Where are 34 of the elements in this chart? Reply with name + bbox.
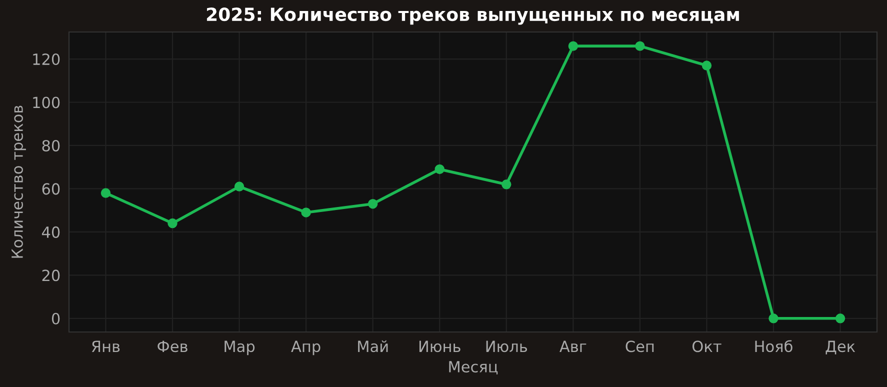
- chart-title: 2025: Количество треков выпущенных по месяцам: [206, 7, 739, 25]
- point: [635, 41, 645, 51]
- x-tick-label: Нояб: [755, 340, 792, 352]
- point: [502, 180, 512, 190]
- y-axis-title: Количество треков: [12, 106, 26, 258]
- x-tick-label: Июнь: [419, 340, 460, 352]
- x-tick-label: Дек: [826, 340, 856, 354]
- point: [168, 218, 178, 228]
- x-tick-label: Апр: [291, 340, 320, 356]
- x-tick-label: Июль: [486, 340, 528, 352]
- x-tick-label: Фев: [158, 340, 188, 352]
- x-tick-label: Авг: [560, 340, 586, 352]
- y-tick-label: 20: [42, 270, 60, 282]
- x-tick-label: Мар: [224, 340, 255, 356]
- x-axis-title: Месяц: [449, 361, 498, 374]
- point: [100, 188, 111, 198]
- y-tick-label: 60: [42, 183, 60, 195]
- point: [768, 314, 778, 324]
- x-tick-label: Янв: [92, 340, 120, 352]
- point: [434, 164, 444, 174]
- y-tick-label: 80: [42, 140, 60, 152]
- y-tick-label: 0: [52, 312, 60, 324]
- x-tick-label: Окт: [692, 340, 722, 352]
- y-tick-label: 40: [42, 226, 60, 238]
- point: [702, 60, 712, 70]
- x-tick-label: Май: [358, 340, 388, 352]
- point: [835, 314, 846, 324]
- point: [234, 182, 244, 192]
- point: [568, 41, 578, 51]
- point: [368, 198, 378, 209]
- y-tick-label: 100: [33, 96, 60, 108]
- point: [301, 208, 311, 218]
- y-tick-label: 120: [33, 53, 60, 66]
- x-tick-label: Сеп: [626, 340, 654, 352]
